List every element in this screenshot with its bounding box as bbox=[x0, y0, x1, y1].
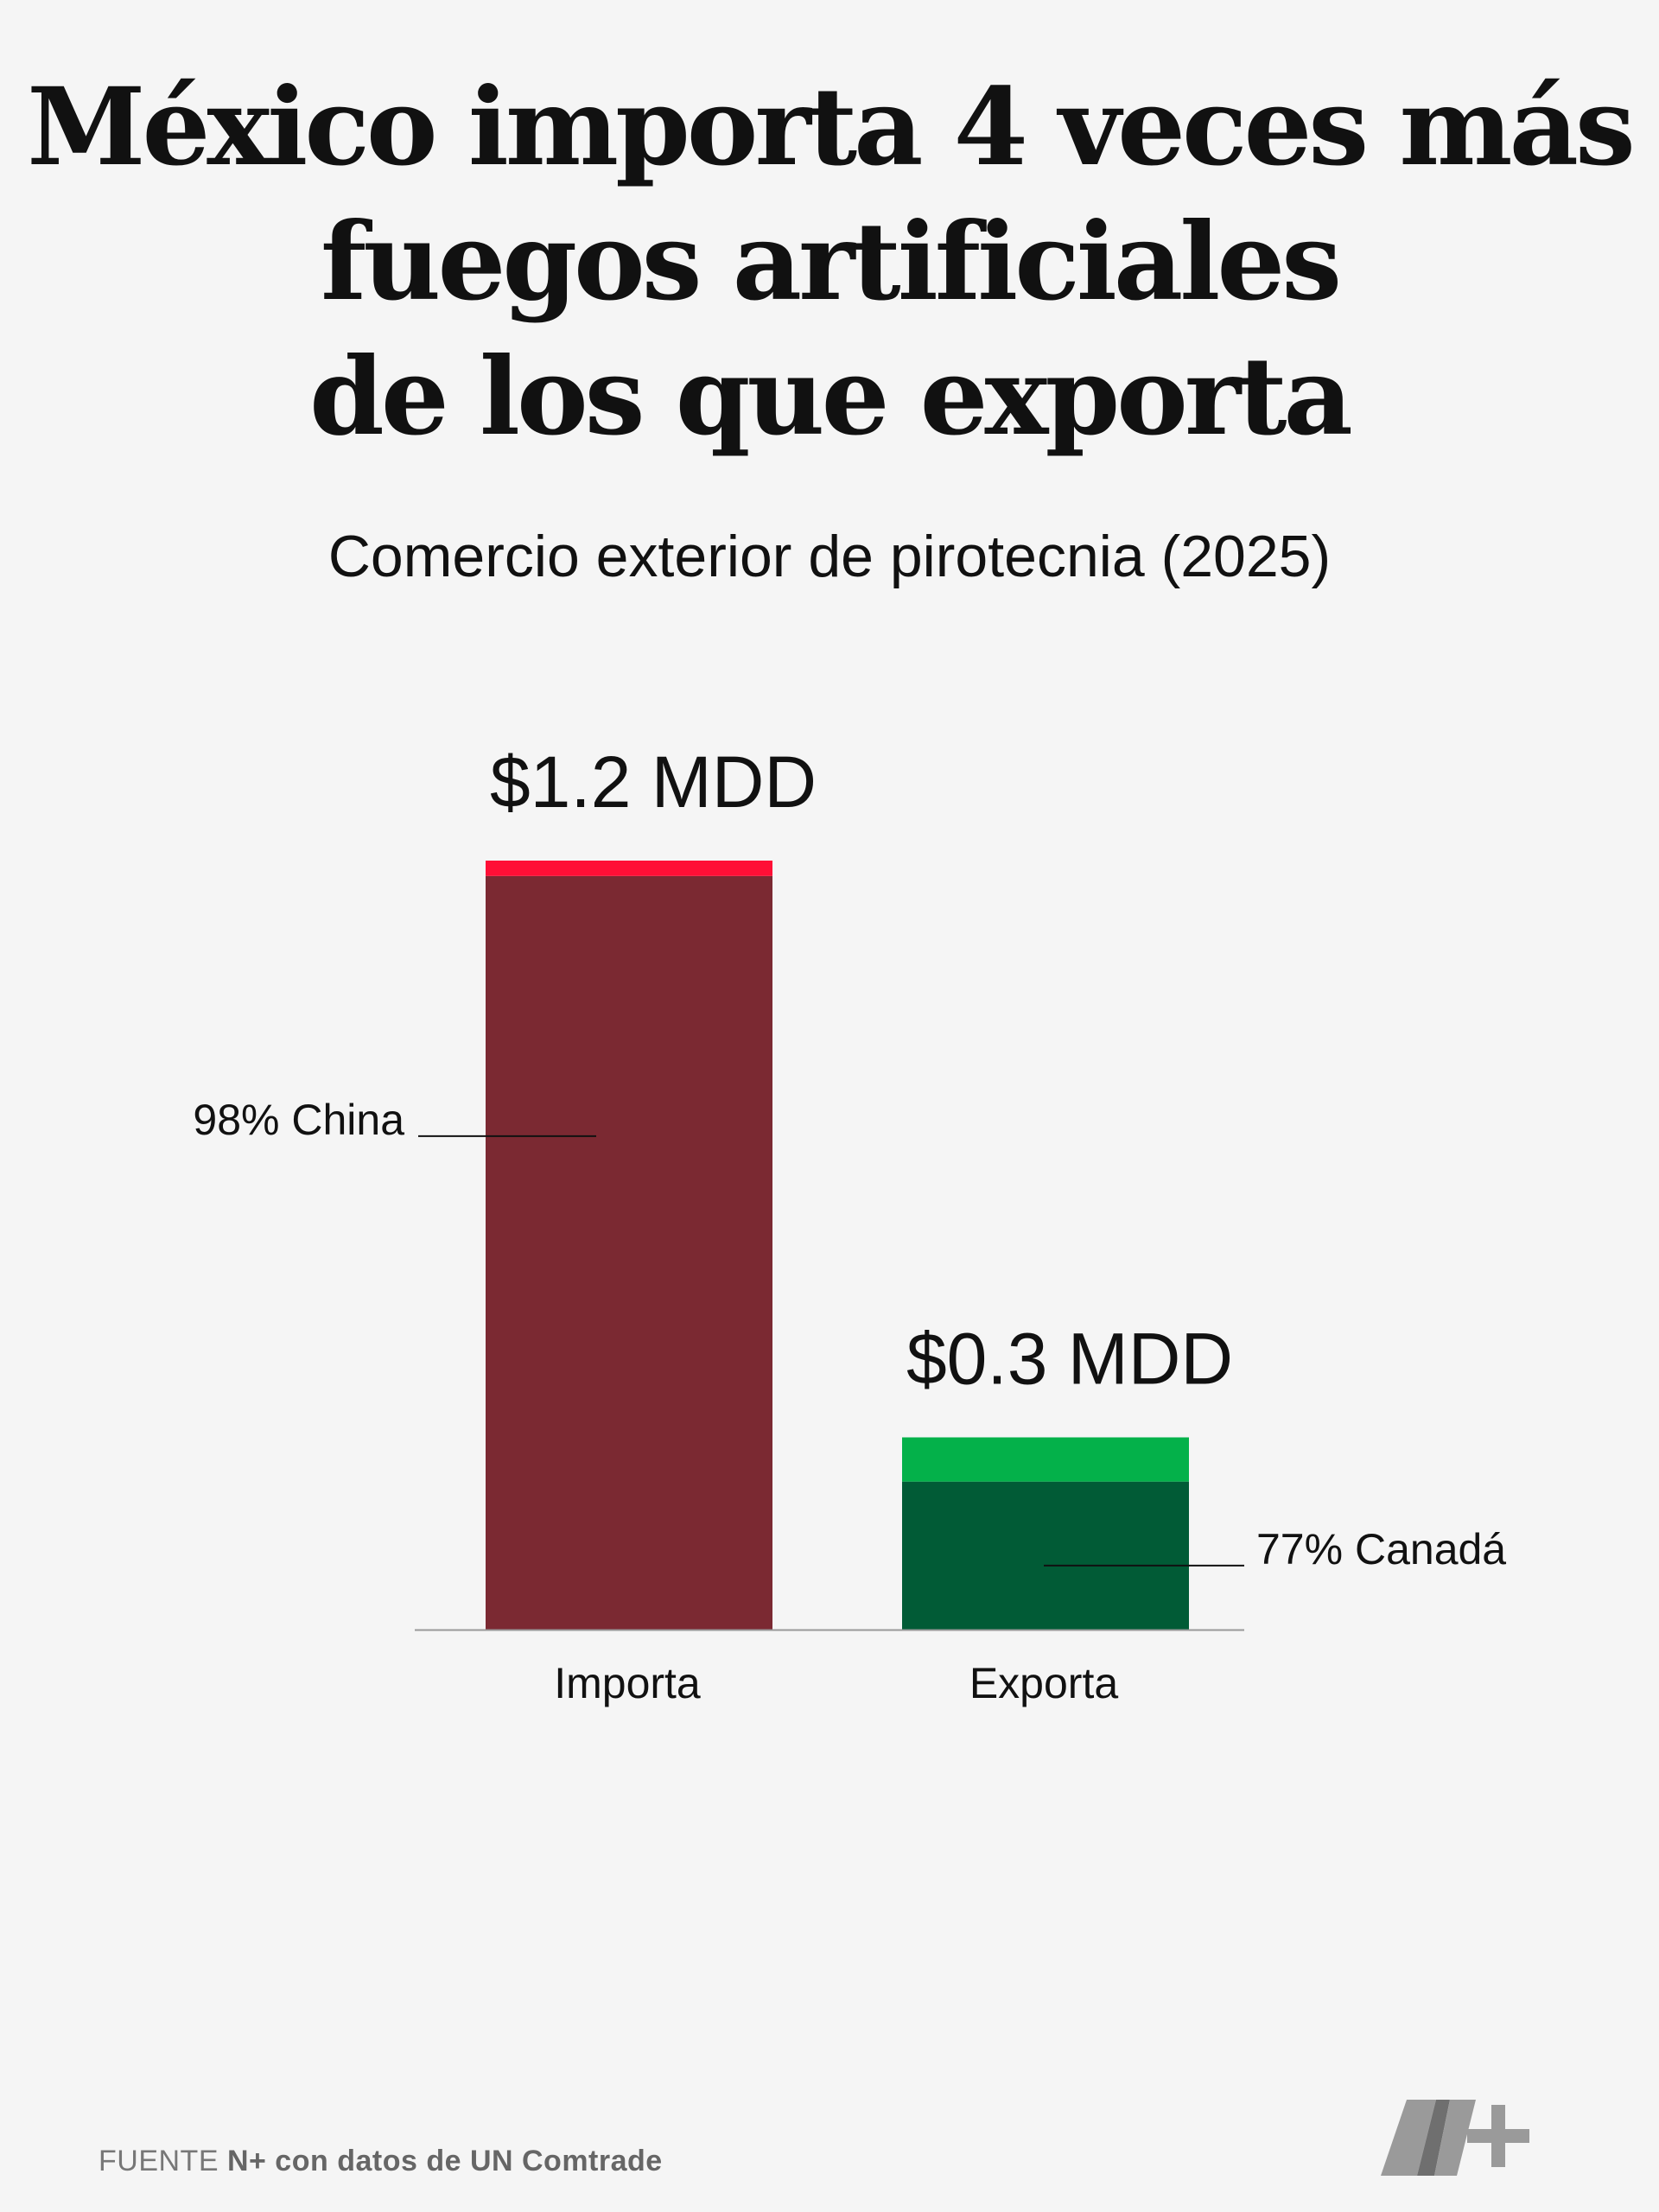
logo-n-diagonal bbox=[1417, 2100, 1450, 2176]
bar-segment bbox=[902, 1437, 1189, 1482]
bar-segment bbox=[902, 1481, 1189, 1630]
bar-total-label: $1.2 MDD bbox=[490, 741, 817, 823]
chart-subtitle: Comercio exterior de pirotecnia (2025) bbox=[327, 524, 1332, 589]
bar-total-label: $0.3 MDD bbox=[906, 1319, 1233, 1400]
annotation-label: 98% China bbox=[193, 1096, 404, 1144]
bar-segment bbox=[486, 861, 772, 876]
logo-n-right bbox=[1434, 2100, 1476, 2176]
chart-title: México importa 4 veces más fuegos artifi… bbox=[0, 60, 1659, 465]
bar-segment bbox=[486, 875, 772, 1630]
title-line: México importa 4 veces más bbox=[27, 65, 1636, 190]
logo-plus-horizontal bbox=[1467, 2129, 1529, 2143]
source-prefix: FUENTE bbox=[99, 2145, 227, 2177]
source-note: FUENTE N+ con datos de UN Comtrade bbox=[99, 2145, 663, 2178]
category-tick-label: Importa bbox=[554, 1659, 701, 1707]
title-line: de los que exporta bbox=[309, 334, 1353, 460]
bar-chart: $1.2 MDD Importa $0.3 MDD Exporta 98% China 7… bbox=[193, 741, 1506, 1707]
annotation-label: 77% Canadá bbox=[1256, 1525, 1506, 1573]
source-text: N+ con datos de UN Comtrade bbox=[226, 2145, 663, 2177]
n-plus-logo bbox=[1381, 2100, 1529, 2176]
logo-n-left bbox=[1381, 2100, 1436, 2176]
category-tick-label: Exporta bbox=[969, 1659, 1119, 1707]
title-line: fuegos artificiales bbox=[320, 200, 1342, 325]
